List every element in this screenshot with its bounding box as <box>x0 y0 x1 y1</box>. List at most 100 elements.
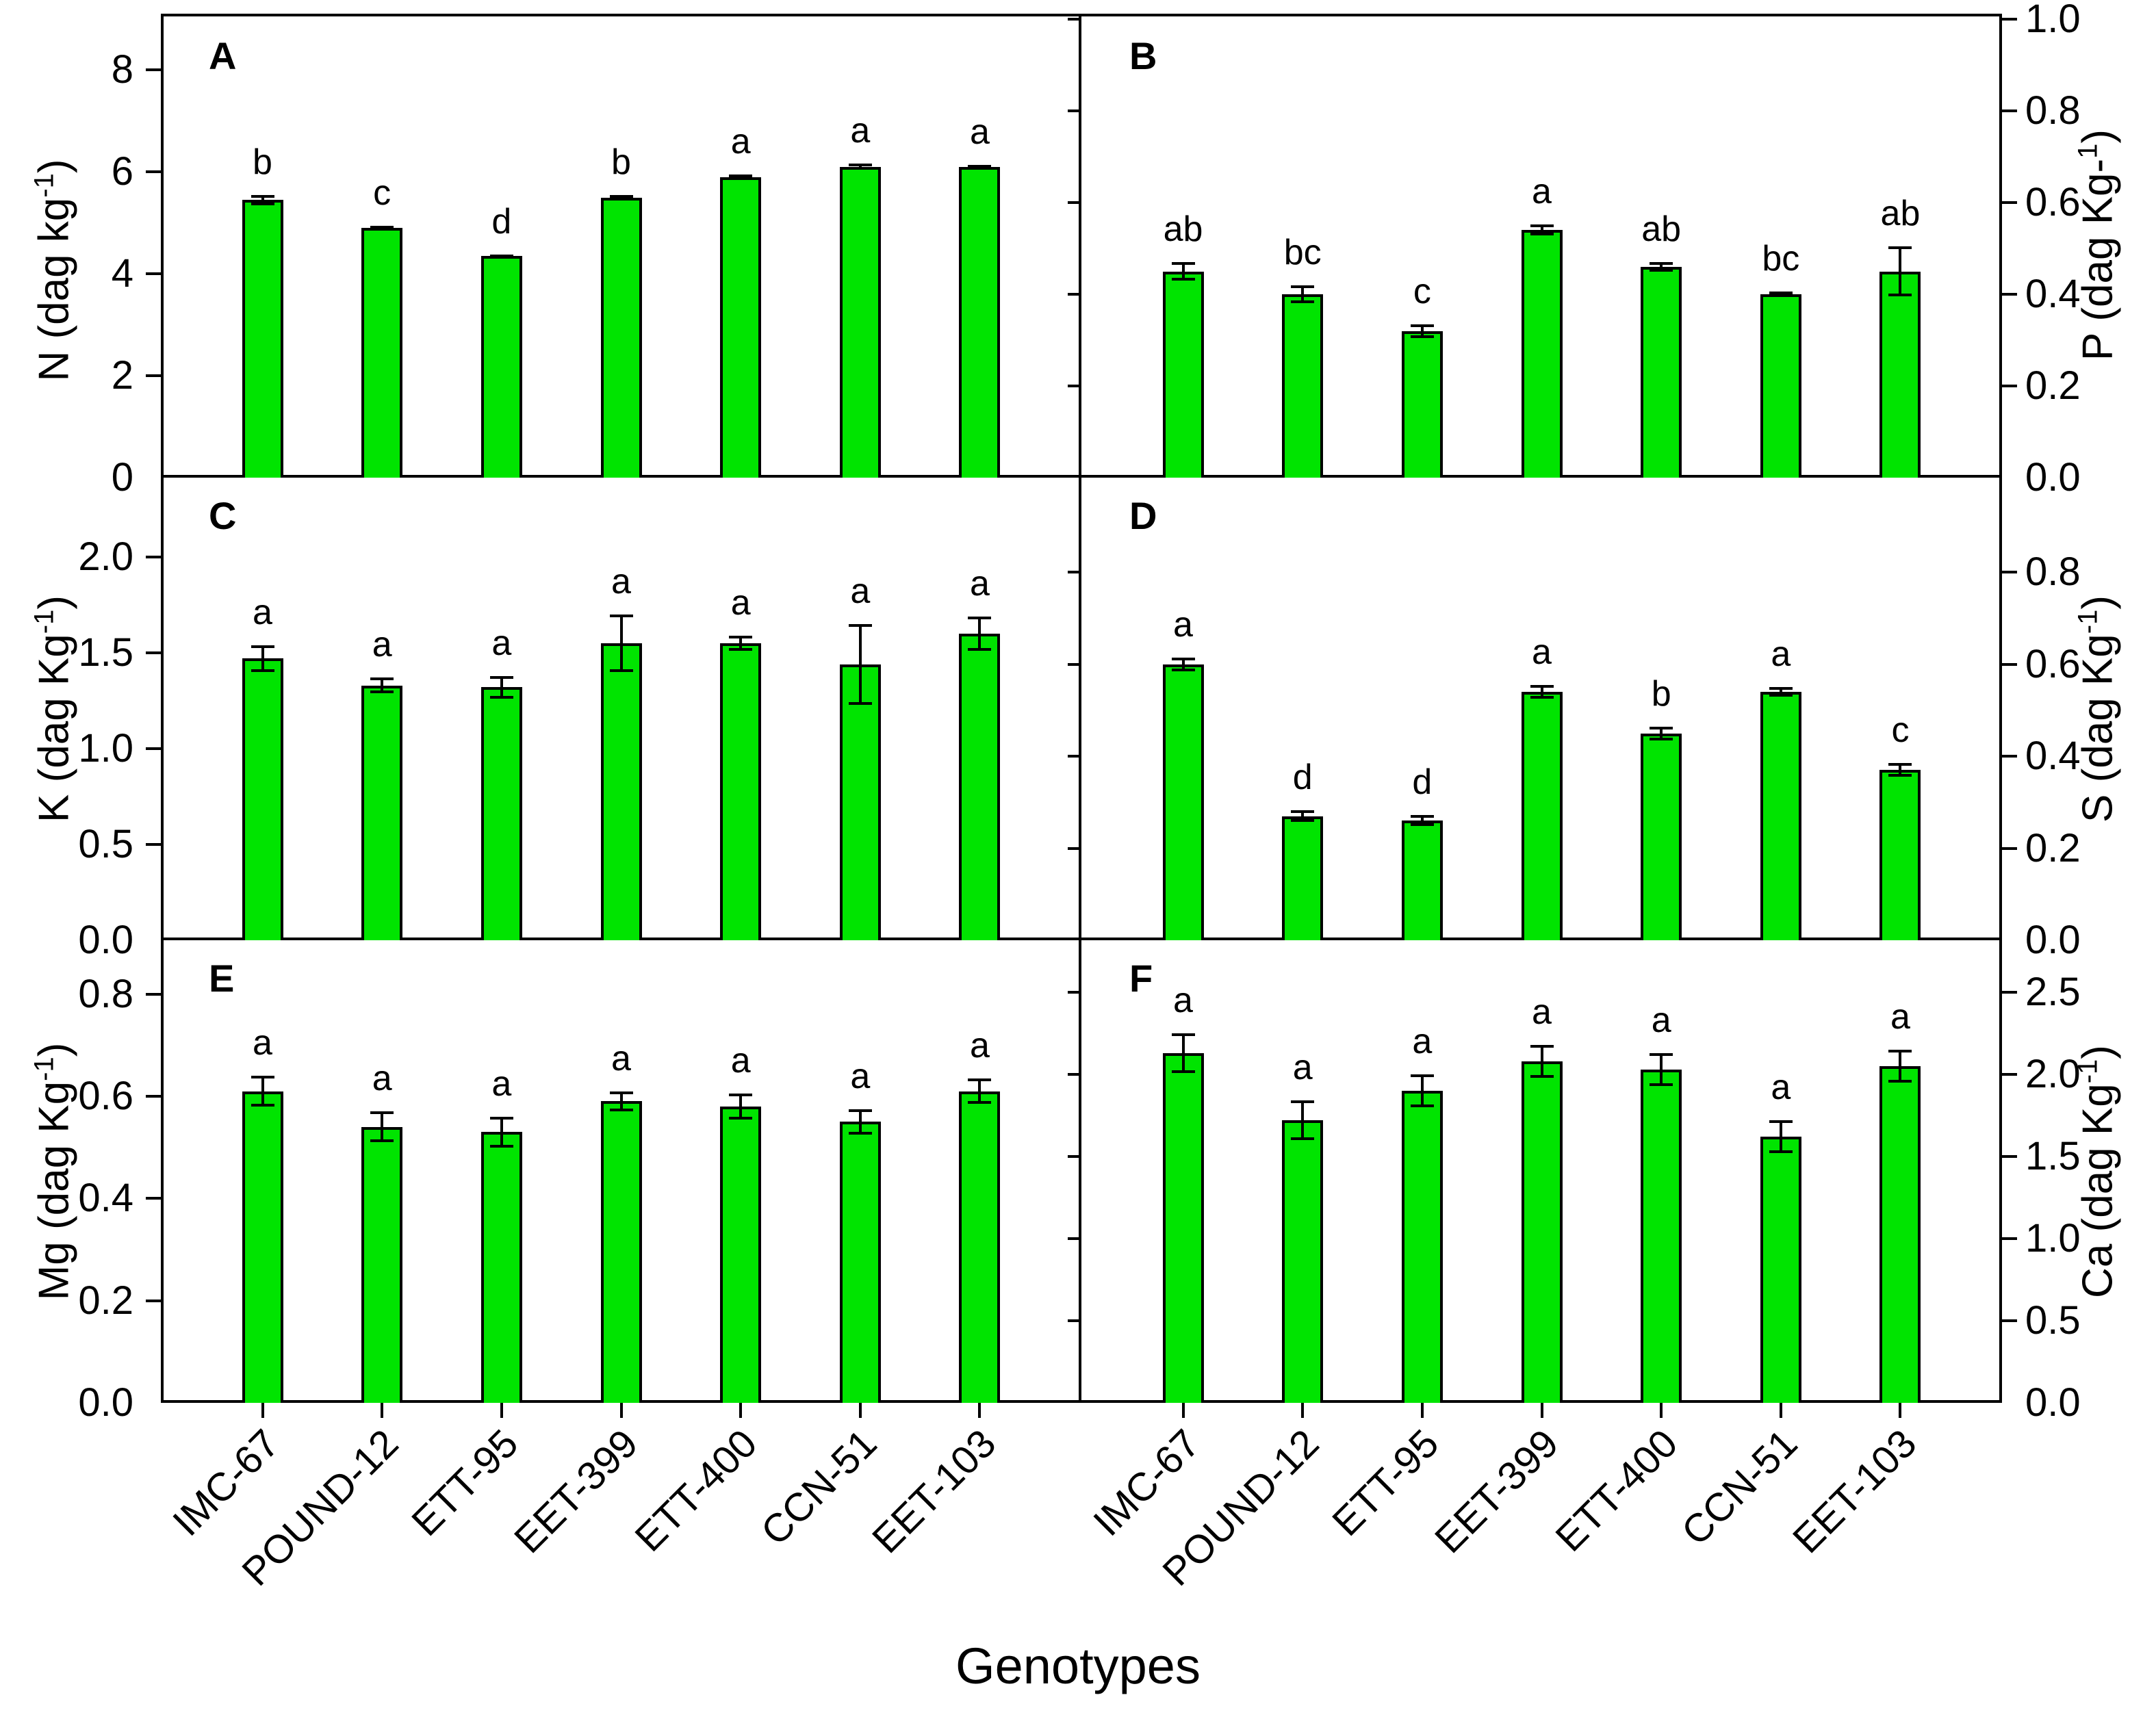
bar-ETT-95 <box>1401 1091 1443 1403</box>
error-bar-cap-bottom <box>251 1103 274 1107</box>
bar-IMC-67 <box>242 658 283 940</box>
error-bar <box>1660 1052 1663 1086</box>
y-tick-label: 0.8 <box>2025 550 2081 595</box>
y-tick-mirror <box>1068 755 1081 758</box>
error-bar <box>1301 1100 1305 1140</box>
y-tick <box>146 68 161 72</box>
error-bar <box>619 615 623 672</box>
error-bar-cap-top <box>729 635 753 638</box>
y-tick-mirror <box>1068 201 1081 204</box>
y-tick-label: 8 <box>111 47 133 92</box>
y-tick <box>2002 1319 2017 1322</box>
y-tick-label: 0.2 <box>2025 363 2081 408</box>
y-tick-label: 2 <box>111 353 133 398</box>
error-bar-cap-bottom <box>1888 294 1912 297</box>
error-bar <box>500 675 503 699</box>
error-bar-cap-bottom <box>1530 1074 1554 1078</box>
error-bar-cap-top <box>609 615 633 617</box>
error-bar <box>1899 1050 1902 1083</box>
significance-letter: ab <box>1880 193 1921 233</box>
significance-letter: d <box>1292 758 1313 798</box>
y-tick-label: 2.0 <box>78 534 133 579</box>
y-tick-label: 1.0 <box>2025 0 2081 41</box>
y-tick-mirror <box>1068 1319 1081 1322</box>
error-bar-cap-bottom <box>1171 668 1195 671</box>
panel-letter-C: C <box>209 494 237 537</box>
y-tick <box>146 651 161 654</box>
y-tick <box>146 374 161 378</box>
significance-letter: a <box>611 1038 631 1078</box>
bar-EET-103 <box>959 166 1001 478</box>
error-bar <box>858 164 862 170</box>
error-bar-cap-top <box>1171 657 1195 660</box>
significance-letter: bc <box>1283 232 1322 272</box>
y-tick <box>2002 18 2017 21</box>
error-bar <box>1779 1120 1782 1154</box>
y-tick <box>2002 1073 2017 1076</box>
significance-letter: a <box>1771 1068 1791 1108</box>
error-bar-cap-top <box>1650 726 1673 729</box>
error-bar-cap-bottom <box>1291 1137 1315 1140</box>
error-bar-cap-top <box>489 1116 513 1120</box>
y-tick-label: 0.8 <box>78 971 133 1016</box>
x-tick <box>739 1403 743 1418</box>
bar-CCN-51 <box>1760 692 1801 940</box>
y-tick-label: 0 <box>111 455 133 500</box>
significance-letter: a <box>372 625 392 665</box>
bar-POUND-12 <box>361 685 403 940</box>
bar-ETT-95 <box>480 1132 522 1403</box>
error-bar-cap-bottom <box>1530 233 1554 236</box>
y-tick-mirror <box>1068 385 1081 387</box>
y-tick <box>2002 755 2017 758</box>
error-bar-cap-top <box>729 1094 753 1097</box>
significance-letter: a <box>970 112 990 152</box>
error-bar-cap-top <box>1410 1074 1434 1077</box>
y-tick-label: 0.0 <box>78 918 133 962</box>
y-tick-label: 1.5 <box>78 630 133 675</box>
bar-EET-103 <box>1879 271 1921 478</box>
error-bar-cap-bottom <box>848 1132 872 1135</box>
significance-letter: c <box>373 173 392 214</box>
y-tick-label: 1.5 <box>2025 1134 2081 1178</box>
bar-CCN-51 <box>1760 1137 1801 1403</box>
error-bar-cap-bottom <box>489 1144 513 1148</box>
error-bar-cap-top <box>1171 1033 1195 1036</box>
y-tick-label: 0.0 <box>78 1380 133 1425</box>
error-bar-cap-top <box>1410 815 1434 818</box>
y-tick <box>146 1197 161 1200</box>
error-bar-cap-bottom <box>1410 823 1434 827</box>
error-bar-cap-bottom <box>968 166 992 169</box>
y-tick <box>146 1095 161 1098</box>
y-tick <box>2002 991 2017 994</box>
bar-ETT-400 <box>1641 733 1682 940</box>
error-bar-cap-top <box>251 645 274 648</box>
significance-letter: bc <box>1762 238 1800 279</box>
error-bar-cap-bottom <box>1171 1070 1195 1073</box>
y-tick <box>146 992 161 996</box>
bar-POUND-12 <box>361 1126 403 1403</box>
error-bar <box>1181 1033 1185 1073</box>
error-bar <box>858 1109 862 1135</box>
error-bar-cap-top <box>1530 224 1554 228</box>
panel-letter-F: F <box>1129 957 1153 1000</box>
y-tick <box>146 272 161 276</box>
error-bar <box>978 1078 981 1104</box>
error-bar-cap-bottom <box>609 197 633 201</box>
bar-CCN-51 <box>1760 294 1801 478</box>
y-tick-mirror <box>1068 18 1081 21</box>
significance-letter: ab <box>1641 209 1682 250</box>
significance-letter: a <box>970 1025 990 1065</box>
error-bar-cap-top <box>1769 1120 1793 1124</box>
bar-EET-399 <box>600 197 642 478</box>
error-bar-cap-top <box>370 1111 394 1115</box>
error-bar-cap-bottom <box>968 648 992 651</box>
x-tick <box>858 1403 862 1418</box>
y-tick <box>2002 1237 2017 1240</box>
y-tick-label: 1.0 <box>78 726 133 771</box>
significance-letter: a <box>1412 1022 1433 1061</box>
error-bar-cap-bottom <box>1291 300 1315 304</box>
bar-ETT-95 <box>480 256 522 478</box>
y-tick <box>2002 571 2017 574</box>
error-bar-cap-bottom <box>729 648 753 651</box>
